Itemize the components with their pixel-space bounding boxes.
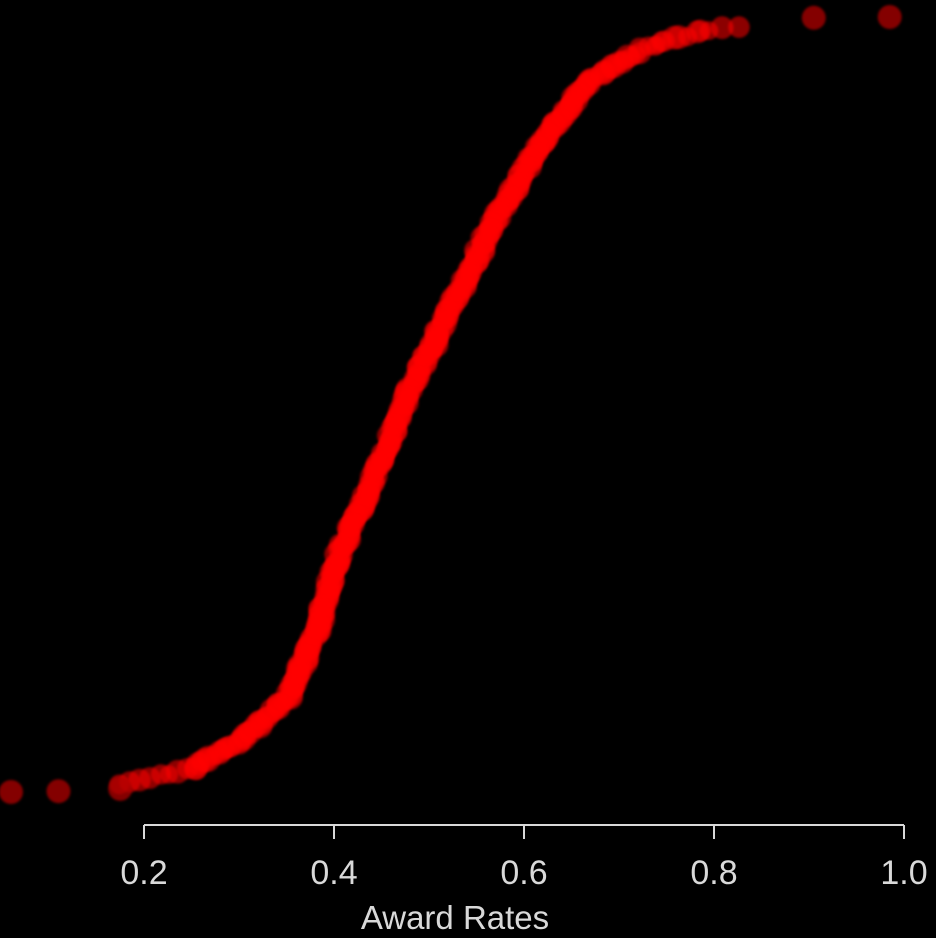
x-tick-label: 0.4 bbox=[310, 854, 357, 892]
outlier-point bbox=[108, 776, 133, 801]
x-tick-label: 0.6 bbox=[500, 854, 547, 892]
x-tick-label: 1.0 bbox=[880, 854, 927, 892]
outlier-point bbox=[0, 780, 23, 804]
x-axis-title: Award Rates bbox=[361, 899, 549, 936]
outlier-point bbox=[877, 5, 902, 29]
x-axis-ticks: 0.2 0.4 0.6 0.8 1.0 bbox=[120, 825, 928, 892]
x-tick-label: 0.8 bbox=[690, 854, 737, 892]
data-point bbox=[710, 16, 734, 40]
data-points bbox=[0, 5, 902, 804]
x-tick-label: 0.2 bbox=[120, 854, 167, 892]
outlier-point bbox=[46, 779, 71, 804]
outlier-point bbox=[801, 5, 826, 30]
data-point bbox=[728, 16, 750, 38]
